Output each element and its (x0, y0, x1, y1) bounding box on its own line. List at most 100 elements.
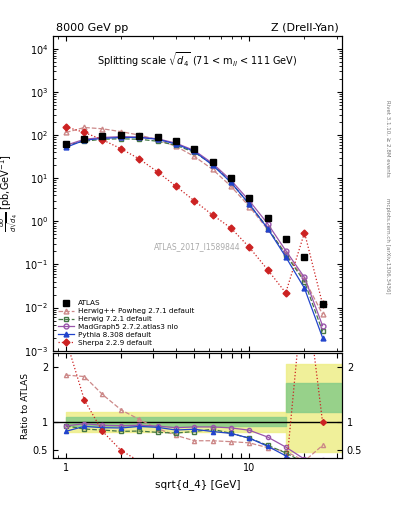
Herwig 7.2.1 default (100, 136, 105, 142)
Herwig 7.2.1 default (82, 138, 87, 144)
Herwig++ Powheg 2.7.1 default (64, 130, 68, 136)
Pythia 8.308 default (119, 135, 123, 141)
Line: Herwig++ Powheg 2.7.1 default: Herwig++ Powheg 2.7.1 default (64, 125, 325, 317)
Line: MadGraph5 2.7.2.atlas3 nlo: MadGraph5 2.7.2.atlas3 nlo (64, 134, 325, 328)
Text: 8000 GeV pp: 8000 GeV pp (56, 23, 128, 33)
Herwig 7.2.1 default (210, 161, 215, 167)
MadGraph5 2.7.2.atlas3 nlo (174, 140, 178, 146)
Line: Pythia 8.308 default: Pythia 8.308 default (64, 135, 325, 340)
Sherpa 2.2.9 default (64, 124, 68, 130)
MadGraph5 2.7.2.atlas3 nlo (265, 221, 270, 227)
Sherpa 2.2.9 default (82, 130, 87, 136)
Sherpa 2.2.9 default (210, 212, 215, 218)
ATLAS (229, 175, 233, 181)
Herwig++ Powheg 2.7.1 default (192, 154, 196, 160)
Pythia 8.308 default (302, 285, 307, 291)
Sherpa 2.2.9 default (174, 183, 178, 189)
Text: ATLAS_2017_I1589844: ATLAS_2017_I1589844 (154, 242, 241, 251)
Herwig++ Powheg 2.7.1 default (137, 132, 141, 138)
Pythia 8.308 default (265, 225, 270, 231)
Line: Herwig 7.2.1 default: Herwig 7.2.1 default (64, 136, 325, 334)
Herwig 7.2.1 default (283, 251, 288, 258)
Pythia 8.308 default (320, 335, 325, 341)
Herwig++ Powheg 2.7.1 default (302, 276, 307, 283)
MadGraph5 2.7.2.atlas3 nlo (155, 136, 160, 142)
Herwig 7.2.1 default (265, 225, 270, 231)
Sherpa 2.2.9 default (302, 229, 307, 236)
Sherpa 2.2.9 default (229, 225, 233, 231)
MadGraph5 2.7.2.atlas3 nlo (229, 177, 233, 183)
MadGraph5 2.7.2.atlas3 nlo (247, 198, 252, 204)
Text: Splitting scale $\sqrt{d_4}$ (71 < m$_{ll}$ < 111 GeV): Splitting scale $\sqrt{d_4}$ (71 < m$_{l… (97, 50, 298, 69)
Sherpa 2.2.9 default (247, 244, 252, 250)
Sherpa 2.2.9 default (100, 137, 105, 143)
MadGraph5 2.7.2.atlas3 nlo (302, 274, 307, 281)
ATLAS (119, 133, 123, 139)
MadGraph5 2.7.2.atlas3 nlo (64, 142, 68, 148)
Y-axis label: $\frac{d\sigma}{d\sqrt{d_4}}$ [pb,GeV$^{-1}$]: $\frac{d\sigma}{d\sqrt{d_4}}$ [pb,GeV$^{… (0, 155, 22, 232)
Herwig 7.2.1 default (155, 138, 160, 144)
Sherpa 2.2.9 default (192, 198, 196, 204)
Herwig++ Powheg 2.7.1 default (229, 183, 233, 189)
Pythia 8.308 default (192, 148, 196, 155)
Herwig++ Powheg 2.7.1 default (174, 143, 178, 150)
Herwig++ Powheg 2.7.1 default (320, 311, 325, 317)
Text: mcplots.cern.ch [arXiv:1306.3436]: mcplots.cern.ch [arXiv:1306.3436] (385, 198, 390, 293)
Line: Sherpa 2.2.9 default: Sherpa 2.2.9 default (64, 124, 325, 307)
Pythia 8.308 default (64, 144, 68, 151)
ATLAS (137, 133, 141, 139)
Sherpa 2.2.9 default (137, 156, 141, 162)
MadGraph5 2.7.2.atlas3 nlo (210, 160, 215, 166)
ATLAS (283, 237, 288, 243)
Herwig++ Powheg 2.7.1 default (265, 226, 270, 232)
ATLAS (174, 138, 178, 144)
Pythia 8.308 default (82, 137, 87, 143)
ATLAS (100, 133, 105, 139)
Herwig++ Powheg 2.7.1 default (247, 203, 252, 209)
Pythia 8.308 default (283, 254, 288, 260)
MadGraph5 2.7.2.atlas3 nlo (320, 323, 325, 329)
ATLAS (265, 215, 270, 221)
Pythia 8.308 default (155, 136, 160, 142)
Pythia 8.308 default (210, 162, 215, 168)
Line: ATLAS: ATLAS (63, 132, 326, 307)
Herwig 7.2.1 default (302, 279, 307, 285)
Legend: ATLAS, Herwig++ Powheg 2.7.1 default, Herwig 7.2.1 default, MadGraph5 2.7.2.atla: ATLAS, Herwig++ Powheg 2.7.1 default, He… (57, 299, 195, 347)
Text: Rivet 3.1.10, ≥ 2.8M events: Rivet 3.1.10, ≥ 2.8M events (385, 100, 390, 177)
Sherpa 2.2.9 default (320, 301, 325, 307)
Herwig 7.2.1 default (247, 201, 252, 207)
Herwig++ Powheg 2.7.1 default (155, 137, 160, 143)
MadGraph5 2.7.2.atlas3 nlo (119, 134, 123, 140)
ATLAS (155, 135, 160, 141)
ATLAS (302, 254, 307, 260)
Text: Z (Drell-Yan): Z (Drell-Yan) (271, 23, 339, 33)
Sherpa 2.2.9 default (155, 169, 160, 175)
Herwig++ Powheg 2.7.1 default (119, 129, 123, 135)
Herwig++ Powheg 2.7.1 default (283, 250, 288, 257)
MadGraph5 2.7.2.atlas3 nlo (100, 135, 105, 141)
Pythia 8.308 default (100, 135, 105, 141)
Herwig 7.2.1 default (174, 142, 178, 148)
Herwig 7.2.1 default (137, 136, 141, 142)
Herwig++ Powheg 2.7.1 default (100, 126, 105, 132)
ATLAS (210, 159, 215, 165)
ATLAS (82, 136, 87, 142)
ATLAS (247, 195, 252, 201)
Herwig 7.2.1 default (119, 136, 123, 142)
Sherpa 2.2.9 default (119, 146, 123, 152)
MadGraph5 2.7.2.atlas3 nlo (283, 247, 288, 253)
MadGraph5 2.7.2.atlas3 nlo (192, 147, 196, 154)
Pythia 8.308 default (174, 141, 178, 147)
ATLAS (64, 141, 68, 147)
Herwig 7.2.1 default (64, 142, 68, 148)
Herwig++ Powheg 2.7.1 default (82, 124, 87, 131)
Sherpa 2.2.9 default (283, 290, 288, 296)
ATLAS (320, 301, 325, 307)
Herwig 7.2.1 default (192, 149, 196, 155)
Pythia 8.308 default (229, 179, 233, 185)
Herwig 7.2.1 default (320, 328, 325, 334)
ATLAS (192, 146, 196, 152)
MadGraph5 2.7.2.atlas3 nlo (137, 134, 141, 140)
Pythia 8.308 default (247, 201, 252, 207)
Herwig++ Powheg 2.7.1 default (210, 166, 215, 173)
